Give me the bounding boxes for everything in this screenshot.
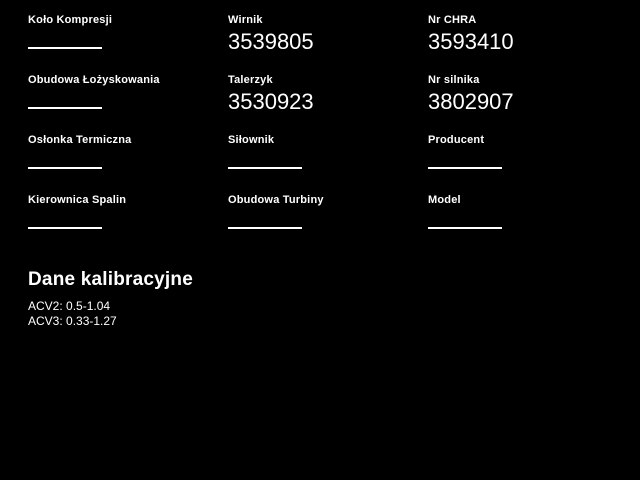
spec-field-oslonka-termiczna[interactable]: Osłonka Termiczna xyxy=(28,134,228,194)
spec-field-label: Model xyxy=(428,194,461,206)
calibration-title: Dane kalibracyjne xyxy=(28,269,193,290)
spec-field-blank-line xyxy=(428,167,502,169)
spec-field-value: 3539805 xyxy=(228,29,314,54)
spec-field-blank-line xyxy=(28,167,102,169)
calibration-list: ACV2: 0.5-1.04 ACV3: 0.33-1.27 xyxy=(28,299,193,329)
spec-field-blank-line xyxy=(228,167,302,169)
spec-field-blank-line xyxy=(28,107,102,109)
spec-field-kierownica-spalin[interactable]: Kierownica Spalin xyxy=(28,194,228,254)
spec-field-silownik[interactable]: Siłownik xyxy=(228,134,428,194)
spec-field-label: Producent xyxy=(428,134,485,146)
spec-field-label: Nr silnika xyxy=(428,74,480,86)
spec-field-label: Obudowa Turbiny xyxy=(228,194,324,206)
spec-field-label: Osłonka Termiczna xyxy=(28,134,132,146)
spec-field-blank-line xyxy=(28,227,102,229)
spec-field-label: Kierownica Spalin xyxy=(28,194,127,206)
spec-field-kolo-kompresji[interactable]: Koło Kompresji xyxy=(28,14,228,74)
spec-field-label: Obudowa Łożyskowania xyxy=(28,74,160,86)
spec-field-blank-line xyxy=(428,227,502,229)
calibration-line-acv2: ACV2: 0.5-1.04 xyxy=(28,299,111,313)
spec-field-blank-line xyxy=(228,227,302,229)
spec-row: Kierownica Spalin Obudowa Turbiny Model xyxy=(28,194,628,254)
spec-sheet-grid: Koło Kompresji Wirnik 3539805 Nr CHRA 35… xyxy=(28,14,628,254)
spec-field-nr-silnika[interactable]: Nr silnika 3802907 xyxy=(428,74,628,134)
spec-field-label: Talerzyk xyxy=(228,74,273,86)
calibration-line-acv3: ACV3: 0.33-1.27 xyxy=(28,314,117,328)
spec-field-producent[interactable]: Producent xyxy=(428,134,628,194)
spec-field-model[interactable]: Model xyxy=(428,194,628,254)
spec-field-label: Nr CHRA xyxy=(428,14,477,26)
spec-field-value: 3593410 xyxy=(428,29,514,54)
spec-field-obudowa-turbiny[interactable]: Obudowa Turbiny xyxy=(228,194,428,254)
spec-row: Obudowa Łożyskowania Talerzyk 3530923 Nr… xyxy=(28,74,628,134)
spec-field-wirnik[interactable]: Wirnik 3539805 xyxy=(228,14,428,74)
spec-row: Koło Kompresji Wirnik 3539805 Nr CHRA 35… xyxy=(28,14,628,74)
spec-field-value: 3530923 xyxy=(228,89,314,114)
spec-field-obudowa-lozyskowania[interactable]: Obudowa Łożyskowania xyxy=(28,74,228,134)
spec-field-label: Wirnik xyxy=(228,14,263,26)
spec-field-label: Koło Kompresji xyxy=(28,14,113,26)
spec-field-blank-line xyxy=(28,47,102,49)
spec-row: Osłonka Termiczna Siłownik Producent xyxy=(28,134,628,194)
spec-field-label: Siłownik xyxy=(228,134,275,146)
spec-field-value: 3802907 xyxy=(428,89,514,114)
spec-field-talerzyk[interactable]: Talerzyk 3530923 xyxy=(228,74,428,134)
spec-field-nr-chra[interactable]: Nr CHRA 3593410 xyxy=(428,14,628,74)
calibration-section: Dane kalibracyjne ACV2: 0.5-1.04 ACV3: 0… xyxy=(28,268,193,329)
